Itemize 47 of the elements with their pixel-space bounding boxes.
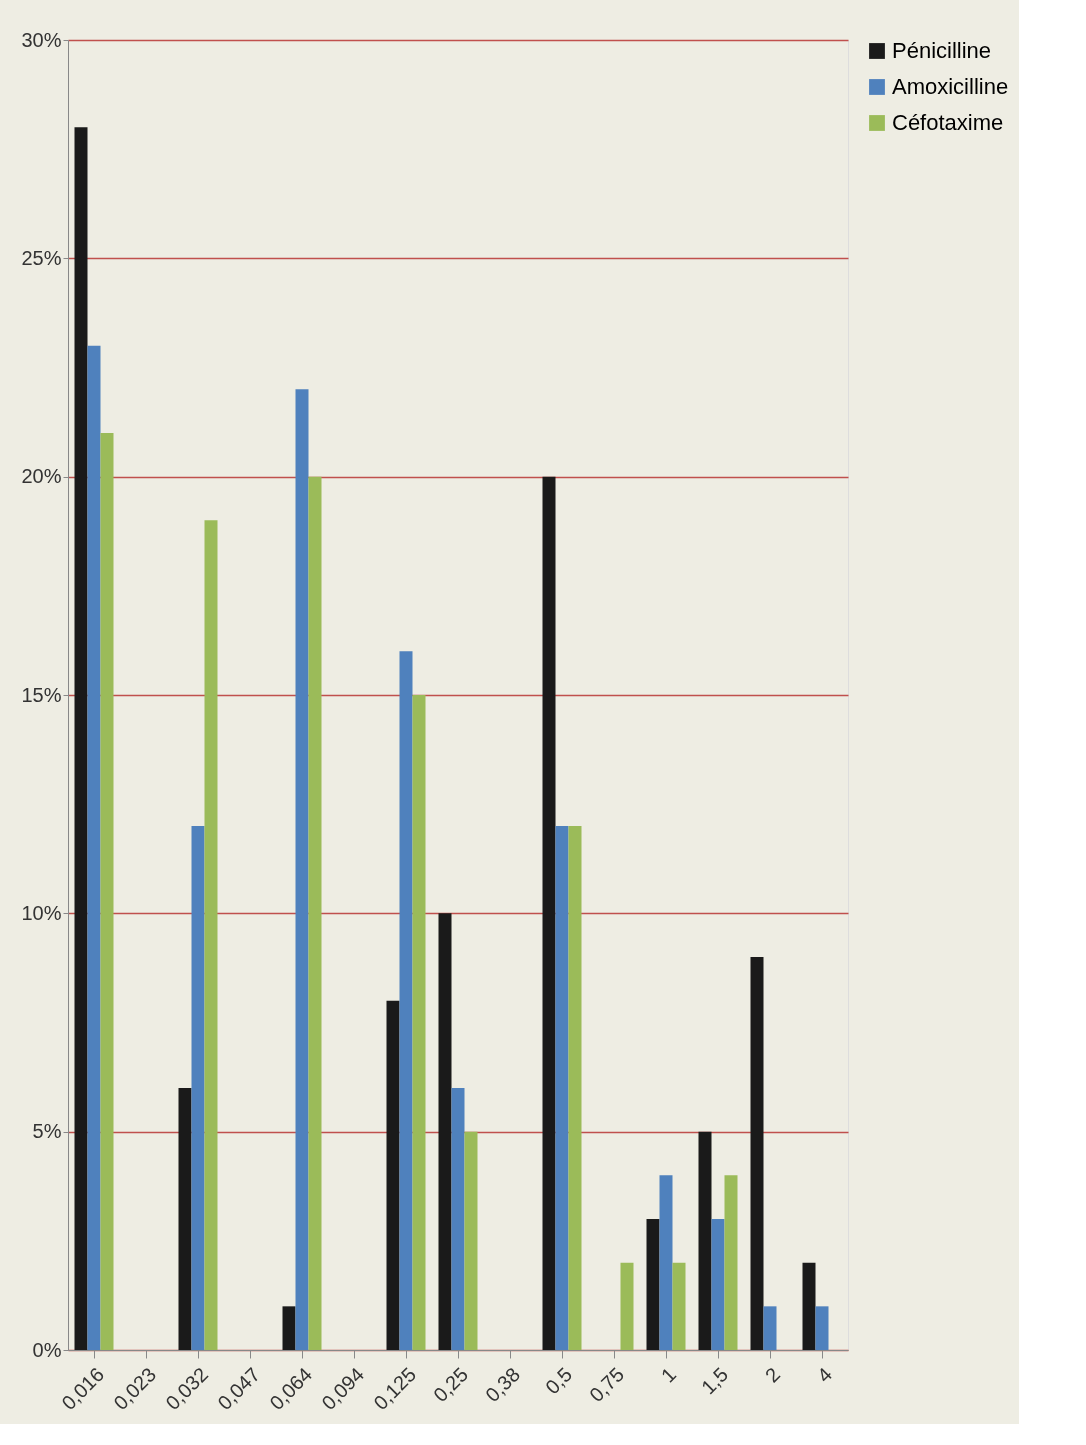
x-tick-label: 1 (656, 1363, 681, 1387)
y-tick-label: 5% (32, 1120, 62, 1143)
x-tick-label: 1,5 (696, 1363, 733, 1399)
bar (178, 1088, 192, 1350)
bar (815, 1306, 829, 1350)
y-tick-label: 10% (21, 901, 62, 924)
bar (74, 127, 88, 1350)
x-tick-label: 2 (760, 1363, 785, 1387)
bar (451, 1088, 465, 1350)
y-tick-label: 25% (21, 246, 62, 269)
bar (282, 1306, 296, 1350)
bar (542, 476, 556, 1350)
bar (568, 826, 582, 1350)
legend-label: Céfotaxime (892, 110, 1004, 135)
bar (802, 1262, 816, 1350)
bar (191, 826, 205, 1350)
bar (87, 345, 101, 1350)
bar (763, 1306, 777, 1350)
x-tick-label: 4 (812, 1363, 837, 1387)
bar (646, 1219, 660, 1350)
bar (698, 1131, 712, 1350)
bar (204, 520, 218, 1350)
bar (295, 389, 309, 1350)
y-tick-label: 20% (21, 465, 62, 488)
x-tick-label: 0,25 (429, 1363, 473, 1407)
bar (412, 695, 426, 1350)
y-tick-label: 15% (21, 683, 62, 706)
bar (438, 913, 452, 1350)
legend-label: Pénicilline (892, 38, 992, 63)
bar (386, 1000, 400, 1350)
bar (750, 957, 764, 1350)
bar (724, 1175, 738, 1350)
legend-label: Amoxicilline (892, 74, 1009, 99)
x-tick-label: 0,75 (585, 1363, 629, 1407)
bar (711, 1219, 725, 1350)
bar (399, 651, 413, 1350)
y-tick-label: 30% (21, 28, 62, 51)
y-tick-label: 0% (32, 1338, 62, 1361)
x-tick-label: 0,38 (481, 1363, 525, 1407)
bar (464, 1131, 478, 1350)
bar (555, 826, 569, 1350)
bar (100, 433, 114, 1350)
bar (620, 1262, 634, 1350)
x-tick-label: 0,5 (540, 1363, 577, 1399)
bar (672, 1262, 686, 1350)
bar (659, 1175, 673, 1350)
bar (308, 476, 322, 1350)
